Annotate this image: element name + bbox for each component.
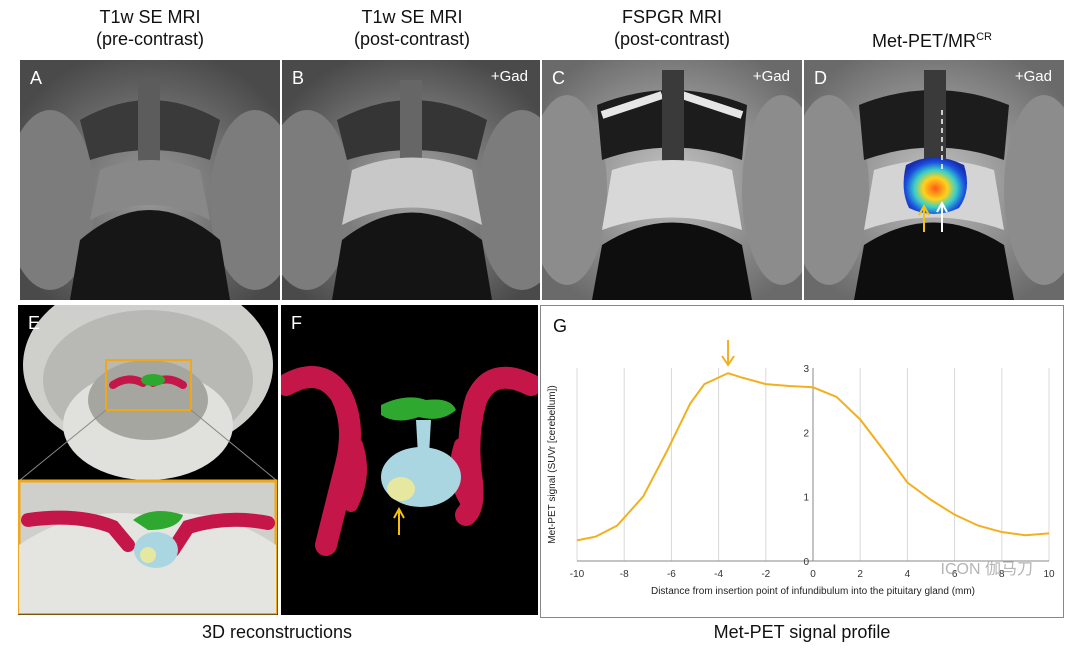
header-col-a: T1w SE MRI (pre-contrast) <box>20 6 280 50</box>
x-tick-label: -4 <box>714 569 723 580</box>
y-tick-label: 0 <box>803 557 809 568</box>
y-tick-label: 1 <box>803 493 809 504</box>
x-tick-label: -10 <box>570 569 585 580</box>
x-tick-label: 4 <box>905 569 911 580</box>
y-axis-label: Met-PET signal (SUVr [cerebellum]) <box>547 385 558 543</box>
x-tick-label: -2 <box>761 569 770 580</box>
reconstruction-panel-e: E <box>18 305 278 615</box>
panel-g-label: G <box>553 316 568 336</box>
header-col-c-line2: (post-contrast) <box>613 29 731 49</box>
y-tick-label: 2 <box>803 428 809 439</box>
mri-panel-c: C +Gad <box>542 60 802 300</box>
header-col-b-line2: (post-contrast) <box>353 29 471 49</box>
x-axis-label: Distance from insertion point of infundi… <box>651 586 975 597</box>
mri-panel-d: D +Gad <box>804 60 1064 300</box>
caption-3d: 3D reconstructions <box>201 622 353 642</box>
zoom-box <box>105 359 192 411</box>
panel-c-label: C <box>552 68 565 88</box>
mri-panel-a: A <box>20 60 280 300</box>
header-col-c-line1: FSPGR MRI <box>621 7 722 27</box>
mri-image-d <box>804 60 1064 300</box>
series-line <box>576 372 1050 542</box>
header-col-b-line1: T1w SE MRI <box>361 7 463 27</box>
optic-chiasm <box>381 397 456 421</box>
reconstruction-panel-f: F <box>281 305 538 615</box>
panel-c-gad-tag: +Gad <box>752 68 790 85</box>
caption-profile: Met-PET signal profile <box>713 622 891 642</box>
x-tick-label: -8 <box>620 569 629 580</box>
x-tick-label: -6 <box>667 569 676 580</box>
panel-a-label: A <box>30 68 43 88</box>
header-col-d: Met-PET/MRCR <box>802 26 1062 52</box>
signal-profile-chart: -10 -8 -6 -4 -2 0 2 4 6 8 10 0 1 2 3 Distance from inse… <box>547 340 1055 597</box>
pet-hotspot <box>903 157 968 214</box>
y-tick-label: 3 <box>803 364 809 375</box>
x-tick-label: 0 <box>810 569 816 580</box>
header-col-a-line2: (pre-contrast) <box>95 29 205 49</box>
header-col-d-sup: CR <box>976 31 992 43</box>
header-col-a-line1: T1w SE MRI <box>99 7 201 27</box>
mri-image-b <box>282 60 540 300</box>
x-tick-label: 10 <box>1043 569 1055 580</box>
x-tick-label: 2 <box>857 569 863 580</box>
panel-b-gad-tag: +Gad <box>490 68 528 85</box>
watermark: ICON 伽马刀 <box>940 561 1033 578</box>
skull-reconstruction <box>18 305 278 615</box>
header-col-c: FSPGR MRI (post-contrast) <box>542 6 802 50</box>
mri-panel-b: B +Gad <box>282 60 540 300</box>
tumor-spot <box>387 477 415 501</box>
header-col-d-text: Met-PET/MR <box>872 31 977 51</box>
x-tick-label: 6 <box>952 569 958 580</box>
peak-arrow-head <box>721 355 735 367</box>
panel-f-label: F <box>291 313 302 333</box>
vessel-reconstruction <box>281 366 538 556</box>
panel-d-label: D <box>814 68 827 88</box>
chart-panel-g: G -10 -8 -6 -4 -2 0 2 4 6 8 10 0 1 2 3 Distance from in… <box>540 305 1064 618</box>
mri-image-a <box>20 60 280 300</box>
panel-e-label: E <box>28 313 41 333</box>
panel-d-gad-tag: +Gad <box>1014 68 1052 85</box>
mri-image-c <box>542 60 802 300</box>
x-tick-label: 8 <box>999 569 1005 580</box>
header-col-b: T1w SE MRI (post-contrast) <box>282 6 542 50</box>
panel-b-label: B <box>292 68 305 88</box>
